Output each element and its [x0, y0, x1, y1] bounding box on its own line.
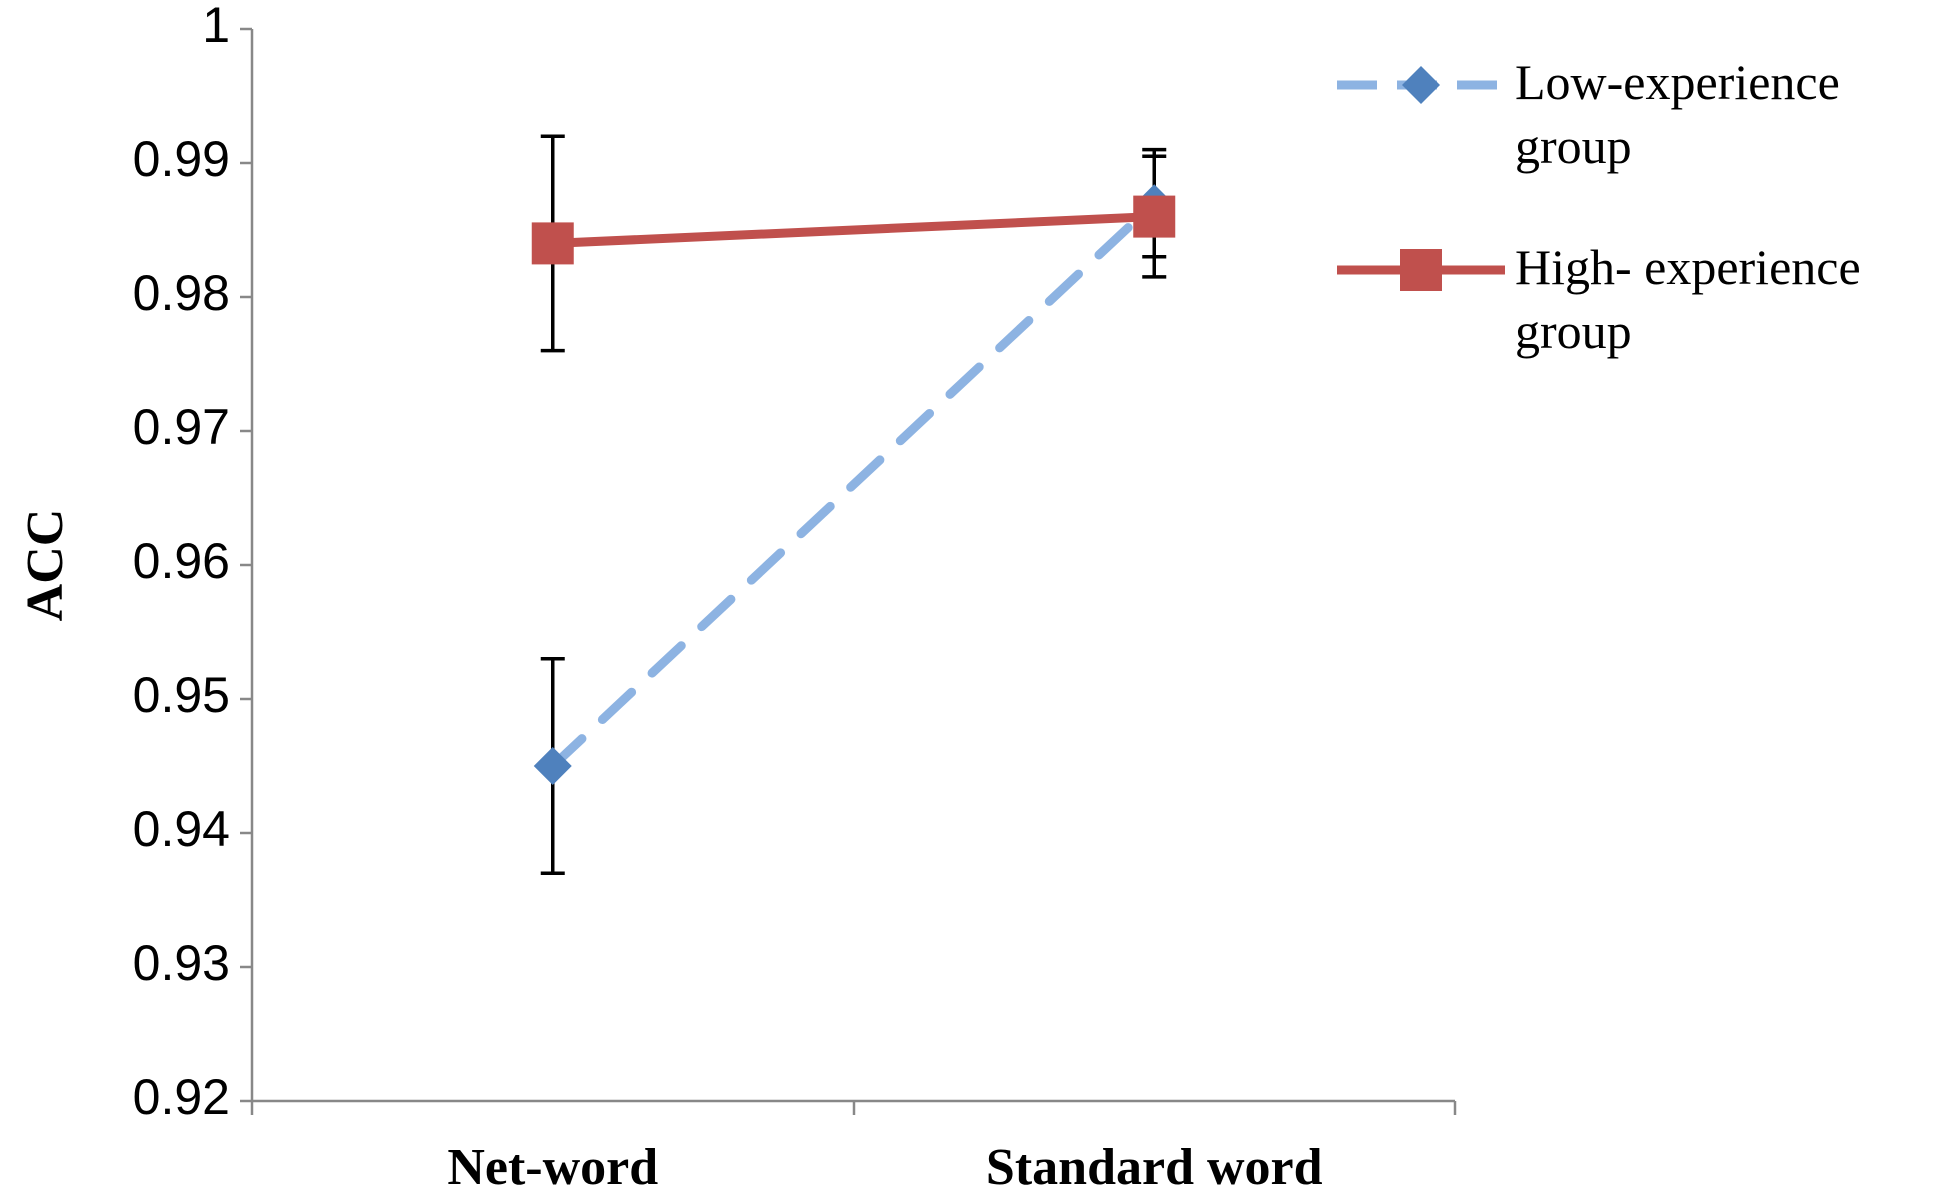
y-axis-title: ACC — [17, 509, 74, 622]
legend-label: Low-experience group — [1515, 54, 1840, 174]
data-point — [1133, 195, 1176, 238]
y-tick-label: 0.95 — [133, 667, 230, 723]
y-tick-label: 0.96 — [133, 533, 230, 589]
y-tick-label: 0.97 — [133, 399, 230, 455]
legend-label: High- experience group — [1515, 239, 1861, 359]
y-tick-label: 1 — [202, 0, 230, 53]
series-line — [552, 212, 1155, 248]
y-tick-label: 0.94 — [133, 801, 230, 857]
data-point — [533, 747, 572, 785]
x-tick-label: Standard word — [986, 1139, 1323, 1196]
series-line — [548, 198, 1159, 771]
data-point — [531, 222, 574, 265]
y-tick-label: 0.98 — [133, 265, 230, 321]
y-tick-label: 0.92 — [133, 1069, 230, 1125]
legend-marker — [1400, 249, 1442, 291]
y-tick-label: 0.93 — [133, 935, 230, 991]
x-tick-label: Net-word — [447, 1139, 658, 1196]
legend-marker — [1402, 66, 1440, 104]
y-tick-label: 0.99 — [133, 131, 230, 187]
